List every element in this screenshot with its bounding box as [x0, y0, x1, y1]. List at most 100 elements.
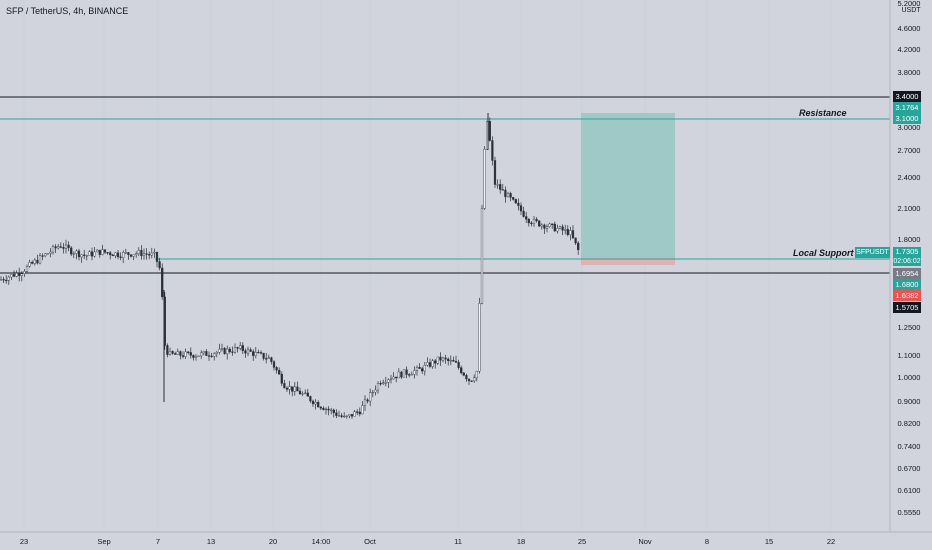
candle-body — [400, 371, 403, 378]
candle-body — [28, 262, 31, 267]
candle-body — [246, 349, 250, 354]
candle-body — [556, 228, 559, 232]
candle-body — [564, 229, 567, 231]
candle-body — [387, 379, 390, 383]
candle-body — [324, 408, 328, 411]
candle-body — [480, 208, 484, 304]
candle-body — [298, 390, 302, 395]
candle-body — [270, 357, 273, 362]
candle-body — [33, 259, 36, 264]
candle-body — [291, 386, 294, 392]
plot-area — [0, 0, 890, 532]
candle-body — [36, 259, 39, 264]
price-axis[interactable]: USDT 5.2000 4.6000 4.2000 3.8000 3.0000 2.700… — [898, 0, 922, 517]
chart-title: SFP / TetherUS, 4h, BINANCE — [6, 6, 129, 16]
candle-body — [223, 348, 226, 355]
candle-body — [189, 352, 192, 356]
candles — [0, 113, 580, 419]
candle-body — [317, 402, 320, 408]
stop-zone[interactable] — [581, 258, 675, 265]
candle-body — [244, 350, 247, 354]
price-badge-3-4000: 3.4000 — [893, 91, 921, 102]
candle-body — [421, 368, 424, 372]
candle-body — [109, 252, 112, 256]
candle-body — [283, 383, 286, 389]
candle-body — [267, 357, 270, 359]
candle-body — [309, 396, 312, 402]
candle-body — [236, 347, 239, 349]
candle-body — [452, 360, 455, 362]
candle-body — [90, 251, 94, 257]
x-tick-label: 13 — [207, 537, 215, 546]
candle-body — [116, 252, 120, 257]
horizontal-lines — [0, 96, 890, 274]
x-tick-label: 18 — [517, 537, 525, 546]
candle-body — [252, 351, 255, 356]
candle-body — [499, 184, 502, 190]
candle-body — [200, 352, 203, 357]
candle-body — [18, 272, 21, 276]
candle-body — [215, 352, 218, 354]
candle-body — [569, 230, 572, 235]
candle-body — [168, 351, 172, 355]
candle-body — [288, 386, 291, 390]
candle-body — [124, 252, 127, 254]
candle-body — [343, 415, 346, 418]
candle-body — [70, 247, 73, 255]
price-badge-1-5705: 1.5705 — [893, 302, 921, 313]
x-tick-label: 8 — [705, 537, 709, 546]
profit-zone[interactable] — [581, 113, 675, 259]
candle-body — [532, 218, 536, 225]
candle-body — [457, 362, 460, 368]
candle-body — [153, 251, 156, 254]
candle-body — [454, 361, 458, 363]
candle-body — [111, 254, 114, 257]
candle-body — [88, 251, 91, 256]
candle-body — [332, 409, 335, 413]
candle-body — [470, 380, 473, 382]
candle-body — [155, 251, 159, 262]
candle-body — [83, 254, 86, 256]
candle-body — [545, 226, 549, 229]
candle-body — [361, 405, 364, 415]
candle-body — [330, 409, 333, 411]
candle-body — [259, 352, 263, 354]
candle-body — [304, 392, 307, 394]
candle-body — [553, 223, 556, 232]
candle-body — [392, 376, 395, 380]
y-tick-label: 2.1000 — [898, 204, 921, 213]
candle-body — [548, 223, 551, 227]
candle-body — [441, 357, 445, 361]
candle-body — [31, 262, 34, 264]
trade-zones — [581, 113, 675, 265]
candle-body — [106, 252, 109, 254]
y-tick-label: 4.6000 — [898, 24, 921, 33]
candle-body — [517, 202, 520, 206]
candle-body — [51, 246, 55, 253]
candle-body — [369, 392, 372, 402]
candle-body — [384, 382, 387, 384]
candle-body — [96, 249, 99, 253]
x-tick-label: 14:00 — [312, 537, 331, 546]
candle-body — [2, 279, 5, 281]
x-tick-label: 7 — [156, 537, 160, 546]
candle-body — [101, 249, 104, 255]
candle-body — [340, 415, 343, 417]
candle-body — [540, 224, 543, 227]
grid — [23, 0, 832, 532]
candle-body — [231, 351, 234, 353]
candle-body — [408, 374, 411, 376]
candle-body — [44, 253, 47, 257]
candle-body — [311, 400, 315, 405]
candle-body — [184, 351, 187, 357]
time-axis[interactable]: 23 Sep 7 13 20 14:00 Oct 11 18 25 Nov 8 15 22 — [20, 537, 835, 546]
candle-body — [135, 253, 138, 255]
candle-body — [122, 252, 125, 258]
candle-body — [558, 226, 562, 229]
candle-body — [41, 255, 44, 257]
candle-body — [23, 271, 26, 274]
x-tick-label: 15 — [765, 537, 773, 546]
candle-body — [145, 253, 148, 255]
candle-body — [46, 253, 49, 255]
